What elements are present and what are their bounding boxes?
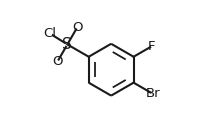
- Text: S: S: [62, 37, 72, 52]
- Text: Cl: Cl: [43, 27, 56, 40]
- Text: F: F: [148, 40, 155, 53]
- Text: O: O: [52, 55, 63, 68]
- Text: Br: Br: [145, 87, 160, 100]
- Text: O: O: [72, 21, 82, 34]
